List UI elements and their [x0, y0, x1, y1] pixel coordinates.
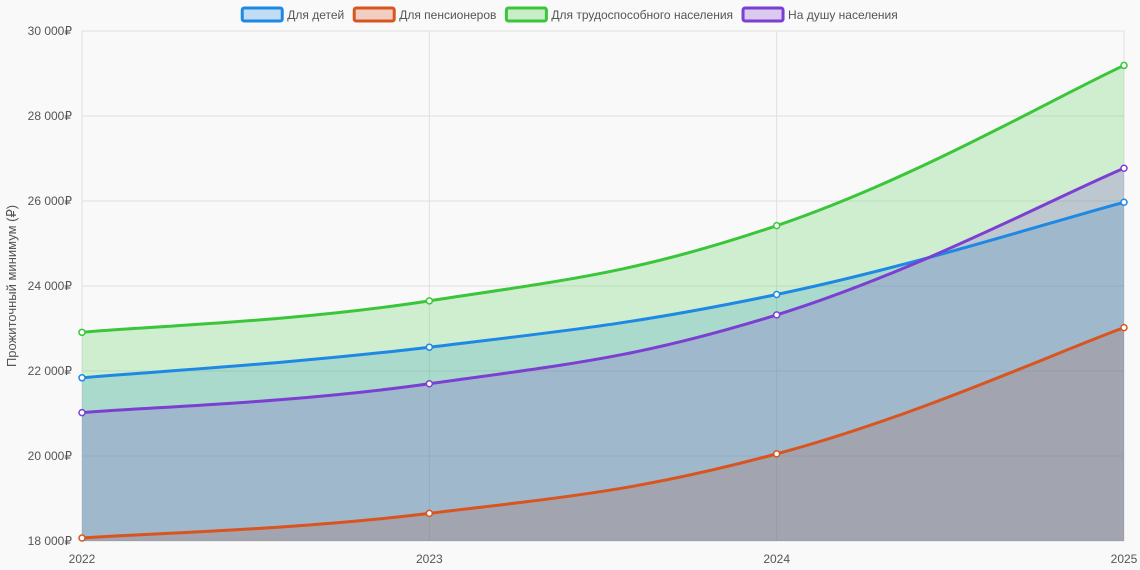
y-tick-label: 26 000₽ — [28, 194, 73, 208]
chart-legend[interactable]: Для детей Для пенсионеров Для трудоспособн… — [240, 6, 898, 23]
series-line-0 — [80, 200, 1126, 380]
data-point[interactable] — [78, 534, 86, 542]
y-tick-label: 22 000₽ — [28, 364, 73, 378]
data-point[interactable] — [78, 328, 86, 337]
x-axis: 2022 2023 2024 2025 — [69, 552, 1138, 566]
y-tick-label: 24 000₽ — [28, 279, 73, 293]
data-point[interactable] — [772, 450, 781, 458]
data-point[interactable] — [1120, 323, 1128, 332]
data-point[interactable] — [772, 290, 781, 299]
data-point[interactable] — [78, 374, 86, 382]
legend-item-2[interactable]: Для трудоспособного населения — [504, 6, 733, 23]
y-tick-label: 28 000₽ — [28, 109, 73, 123]
x-tick-label: 2025 — [1111, 552, 1138, 566]
series-area-0 — [82, 202, 1124, 541]
y-tick-label: 18 000₽ — [28, 534, 73, 548]
chart-points — [78, 61, 1128, 542]
y-tick-label: 30 000₽ — [28, 24, 73, 38]
y-axis: 18 000₽ 20 000₽ 22 000₽ 24 000₽ 26 000₽ 28 00… — [28, 24, 73, 548]
legend-label: На душу населения — [788, 8, 898, 22]
x-tick-label: 2024 — [763, 552, 790, 566]
data-point[interactable] — [1120, 198, 1128, 207]
data-point[interactable] — [772, 221, 781, 230]
legend-swatch — [240, 6, 284, 23]
legend-swatch — [741, 6, 785, 23]
series-line-2 — [80, 63, 1126, 334]
data-point[interactable] — [425, 297, 434, 305]
data-point[interactable] — [1120, 164, 1128, 173]
y-tick-label: 20 000₽ — [28, 449, 73, 463]
data-point[interactable] — [425, 343, 434, 351]
legend-label: Для трудоспособного населения — [551, 8, 733, 22]
series-line-3 — [80, 166, 1126, 415]
legend-item-3[interactable]: На душу населения — [741, 6, 898, 23]
legend-item-0[interactable]: Для детей — [240, 6, 344, 23]
data-point[interactable] — [425, 509, 434, 518]
x-tick-label: 2022 — [69, 552, 96, 566]
legend-swatch — [504, 6, 548, 23]
legend-label: Для детей — [287, 8, 344, 22]
series-line-1 — [80, 326, 1126, 540]
data-point[interactable] — [1120, 61, 1128, 70]
series-area-1 — [82, 327, 1124, 541]
series-area-2 — [82, 65, 1124, 542]
data-point[interactable] — [772, 311, 781, 319]
data-point[interactable] — [78, 408, 86, 417]
chart-grid — [81, 30, 1125, 542]
data-point[interactable] — [425, 380, 434, 388]
legend-swatch — [352, 6, 396, 23]
y-axis-title: Прожиточный минимум (₽) — [4, 205, 19, 367]
legend-label: Для пенсионеров — [399, 8, 496, 22]
chart-areas — [82, 65, 1124, 542]
chart-lines — [80, 63, 1126, 540]
legend-item-1[interactable]: Для пенсионеров — [352, 6, 496, 23]
series-area-3 — [82, 168, 1124, 541]
x-tick-label: 2023 — [416, 552, 443, 566]
